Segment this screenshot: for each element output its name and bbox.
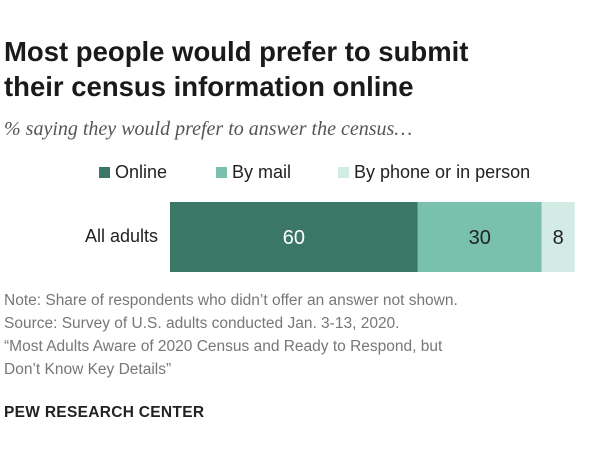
- legend-swatch-by-mail: [216, 166, 227, 178]
- legend-label-by-phone-or-in-person: By phone or in person: [354, 161, 531, 182]
- legend-swatch-by-phone-or-in-person: [338, 166, 349, 178]
- bar-segment-by-phone-or-in-person: [541, 202, 575, 272]
- chart-title-line-2: their census information online: [4, 71, 414, 102]
- legend-label-by-mail: By mail: [232, 161, 292, 182]
- source-text: Source: Survey of U.S. adults conducted …: [4, 315, 400, 332]
- chart-title: Most people would prefer to submit their…: [4, 34, 604, 104]
- legend-item-by-phone-or-in-person: By phone or in person: [338, 160, 530, 184]
- chart-notes: Note: Share of respondents who didn’t of…: [4, 289, 604, 381]
- report-title-line-2: Don’t Know Key Details”: [4, 361, 172, 378]
- bar-segment-online: [170, 202, 418, 272]
- report-title-line-1: “Most Adults Aware of 2020 Census and Re…: [4, 338, 443, 355]
- data-label-by-phone-or-in-person: 8: [553, 227, 564, 249]
- legend-label-online: Online: [115, 161, 168, 182]
- note-text: Note: Share of respondents who didn’t of…: [4, 292, 458, 309]
- data-label-online: 60: [283, 227, 305, 249]
- category-label-all-adults: All adults: [84, 226, 158, 246]
- chart-title-line-1: Most people would prefer to submit: [4, 36, 469, 67]
- pew-research-center-logo-text: PEW RESEARCH CENTER: [4, 404, 205, 421]
- legend-swatch-online: [99, 166, 110, 178]
- bar-segment-by-mail: [417, 202, 542, 272]
- stacked-bar-chart: 60 30 8: [170, 202, 575, 272]
- chart-subtitle: % saying they would prefer to answer the…: [4, 118, 413, 140]
- legend-item-by-mail: By mail: [216, 160, 291, 184]
- legend-item-online: Online: [99, 160, 167, 184]
- data-label-by-mail: 30: [469, 227, 491, 249]
